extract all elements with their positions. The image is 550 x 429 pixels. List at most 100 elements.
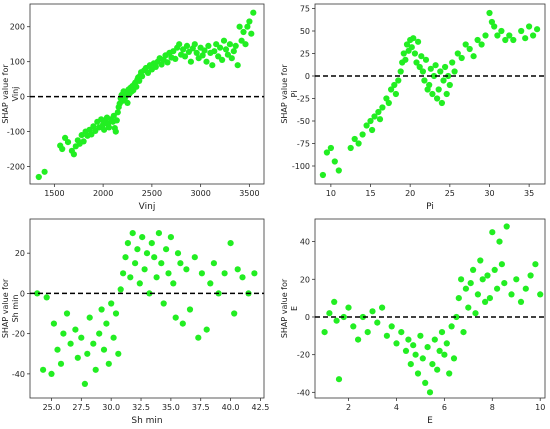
data-point (446, 370, 453, 377)
data-point (448, 323, 455, 330)
x-tick-label: 8 (490, 403, 495, 412)
data-point (367, 117, 374, 125)
data-point (195, 334, 202, 341)
data-point (369, 126, 376, 134)
data-point (132, 260, 139, 267)
data-point (418, 53, 425, 60)
data-point (187, 58, 194, 65)
data-point (105, 360, 112, 367)
data-point (193, 49, 200, 57)
data-point (231, 310, 238, 317)
data-point (127, 274, 134, 281)
x-tick-label: 3000 (190, 189, 210, 198)
data-point (226, 41, 233, 48)
data-point (458, 276, 465, 283)
data-point (379, 304, 386, 311)
data-point (501, 280, 508, 287)
x-tick-label: 1500 (44, 189, 64, 198)
data-point (455, 295, 462, 302)
data-point (158, 260, 165, 267)
data-point (363, 122, 370, 129)
data-point (426, 81, 433, 89)
data-point (63, 310, 71, 317)
data-point (427, 65, 434, 72)
data-point (438, 329, 446, 336)
x-tick-label: 6 (442, 403, 447, 412)
data-point (183, 42, 191, 50)
data-point (429, 90, 436, 98)
data-point (374, 319, 381, 326)
data-point (221, 270, 228, 277)
data-point (526, 23, 533, 30)
data-point (170, 280, 177, 287)
data-point (48, 370, 55, 377)
data-point (323, 149, 330, 156)
data-point (446, 81, 453, 89)
data-point (355, 140, 362, 147)
data-point (470, 53, 477, 60)
x-tick-label: 4 (394, 403, 399, 412)
data-point (251, 270, 258, 277)
data-point (81, 380, 88, 387)
data-point (210, 260, 217, 267)
data-point (530, 32, 537, 39)
data-point (522, 285, 529, 292)
data-point (474, 291, 481, 298)
data-point (319, 171, 326, 179)
data-point (217, 44, 224, 51)
data-point (220, 37, 228, 44)
data-point (532, 261, 539, 268)
data-point (155, 230, 162, 237)
data-point (207, 280, 214, 287)
data-point (64, 139, 72, 146)
data-point (120, 270, 127, 277)
data-point (203, 326, 210, 333)
data-point (112, 310, 120, 317)
data-point (454, 50, 461, 57)
data-point (527, 272, 534, 279)
data-point (458, 54, 465, 62)
data-point (412, 351, 419, 358)
data-point (470, 266, 477, 273)
chart-panel-0: 1500 2000 2500 3000 3500 -200 -100 0 100 200 Vinj S… (1, 3, 265, 212)
data-point (359, 131, 366, 138)
data-point (403, 41, 411, 48)
data-point (435, 86, 442, 93)
data-point (331, 298, 338, 305)
data-point (408, 44, 415, 51)
data-point (413, 59, 420, 66)
data-point (400, 50, 407, 57)
x-axis-label: Sh min (131, 416, 162, 426)
data-point (234, 62, 241, 69)
y-tick-label: 0 (20, 289, 25, 298)
data-point (405, 336, 412, 343)
data-point (236, 23, 243, 30)
data-point (419, 68, 426, 75)
plot-frame (314, 218, 546, 399)
data-point (398, 329, 405, 336)
data-point (422, 56, 430, 63)
data-point (494, 32, 501, 39)
y-tick-label: -200 (7, 163, 25, 172)
data-point (432, 62, 439, 69)
data-point (54, 346, 61, 353)
data-point (115, 350, 122, 357)
data-point (449, 59, 456, 66)
x-tick-label: 32.5 (132, 403, 150, 412)
data-point (228, 55, 235, 62)
data-point (124, 240, 131, 247)
data-point (124, 99, 131, 106)
data-point (451, 68, 458, 75)
y-tick-label: 20 (300, 275, 310, 284)
data-point (86, 314, 93, 321)
data-point (153, 274, 160, 281)
y-tick-label: 0 (20, 93, 25, 102)
data-point (40, 366, 47, 373)
data-point (410, 35, 417, 42)
data-point (506, 32, 513, 39)
data-point (117, 286, 124, 293)
data-point (110, 334, 117, 341)
data-point (74, 354, 81, 361)
data-point (326, 310, 333, 317)
data-point (479, 276, 486, 283)
